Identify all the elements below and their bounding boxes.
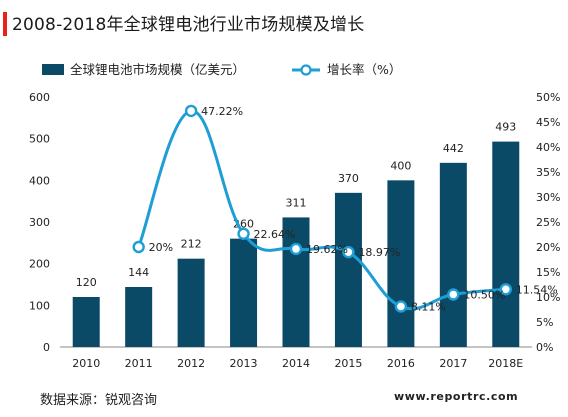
- x-tick-label: 2016: [387, 357, 415, 370]
- growth-point: [237, 227, 250, 241]
- growth-value-label: 22.64%: [254, 228, 296, 241]
- right-tick-label: 50%: [536, 91, 560, 104]
- right-tick-label: 35%: [536, 166, 560, 179]
- left-tick-label: 500: [29, 133, 50, 146]
- growth-value-label: 18.97%: [358, 246, 400, 259]
- title-accent-bar: [3, 12, 7, 36]
- growth-value-label: 19.62%: [306, 243, 348, 256]
- x-tick-label: 2010: [72, 357, 100, 370]
- right-tick-label: 25%: [536, 216, 560, 229]
- growth-value-label: 11.54%: [516, 283, 558, 296]
- growth-point: [289, 242, 303, 256]
- bar: [72, 297, 100, 347]
- bar: [230, 238, 258, 347]
- x-tick-label: 2018E: [488, 357, 523, 370]
- bar: [492, 141, 520, 347]
- bar-series: [72, 141, 520, 347]
- right-tick-label: 45%: [536, 116, 560, 129]
- bar-value-label: 442: [443, 142, 464, 155]
- left-tick-label: 400: [29, 174, 50, 187]
- right-tick-label: 40%: [536, 141, 560, 154]
- x-tick-label: 2015: [334, 357, 362, 370]
- growth-point: [132, 240, 145, 254]
- growth-line-series: [132, 104, 512, 313]
- growth-point: [184, 104, 198, 118]
- x-tick-label: 2011: [125, 357, 153, 370]
- bar-value-label: 493: [495, 121, 516, 134]
- chart-title: 2008-2018年全球锂电池行业市场规模及增长: [12, 15, 365, 35]
- bar-value-label: 400: [390, 159, 411, 172]
- x-tick-label: 2017: [439, 357, 467, 370]
- legend-bar-label: 全球锂电池市场规模（亿美元）: [70, 62, 245, 77]
- bar: [439, 162, 467, 347]
- right-axis-ticks: 0% 5% 10% 15% 20% 25% 30% 35% 40% 45% 50%: [536, 91, 560, 354]
- left-tick-label: 300: [29, 216, 50, 229]
- x-tick-label: 2014: [282, 357, 310, 370]
- growth-value-label: 47.22%: [201, 105, 243, 118]
- x-tick-label: 2013: [230, 357, 258, 370]
- left-tick-label: 100: [29, 299, 50, 312]
- bar-value-label: 144: [128, 266, 149, 279]
- growth-value-label: 10.50%: [463, 289, 505, 302]
- growth-point: [499, 283, 512, 296]
- bar-value-label: 311: [286, 196, 307, 209]
- legend-line-label: 增长率（%）: [327, 62, 401, 77]
- legend: 全球锂电池市场规模（亿美元） 增长率（%）: [42, 62, 401, 77]
- growth-point: [447, 288, 460, 301]
- growth-point: [394, 300, 408, 313]
- bar: [387, 180, 415, 347]
- website-url[interactable]: www.reportrc.com: [394, 390, 519, 403]
- bar-value-label: 120: [76, 276, 97, 289]
- right-tick-label: 5%: [536, 316, 553, 329]
- legend-line-marker: [300, 64, 312, 76]
- left-tick-label: 200: [29, 258, 50, 271]
- right-tick-label: 15%: [536, 266, 560, 279]
- right-tick-label: 20%: [536, 241, 560, 254]
- legend-bar-swatch: [42, 64, 64, 75]
- bar: [177, 258, 205, 347]
- bar-value-label: 370: [338, 172, 359, 185]
- bar: [282, 217, 310, 347]
- right-tick-label: 30%: [536, 191, 560, 204]
- left-tick-label: 0: [43, 341, 50, 354]
- bar-value-label: 212: [181, 238, 202, 251]
- right-tick-label: 0%: [536, 341, 553, 354]
- growth-value-label: 20%: [149, 241, 173, 254]
- bar: [334, 192, 362, 347]
- growth-point: [342, 245, 355, 259]
- data-source: 数据来源：锐观咨询: [40, 393, 158, 408]
- x-axis-ticks: 2010 2011 2012 2013 2014 2015 2016 2017 2018E: [72, 357, 523, 370]
- growth-value-label: 8.11%: [411, 300, 446, 313]
- left-axis-ticks: 0 100 200 300 400 500 600: [29, 91, 50, 354]
- growth-data-labels: 20% 47.22% 22.64% 19.62% 18.97% 8.11% 10.50% 11…: [149, 105, 558, 314]
- right-tick-label: 10%: [536, 291, 560, 304]
- x-tick-label: 2012: [177, 357, 205, 370]
- bar: [125, 287, 153, 347]
- left-tick-label: 600: [29, 91, 50, 104]
